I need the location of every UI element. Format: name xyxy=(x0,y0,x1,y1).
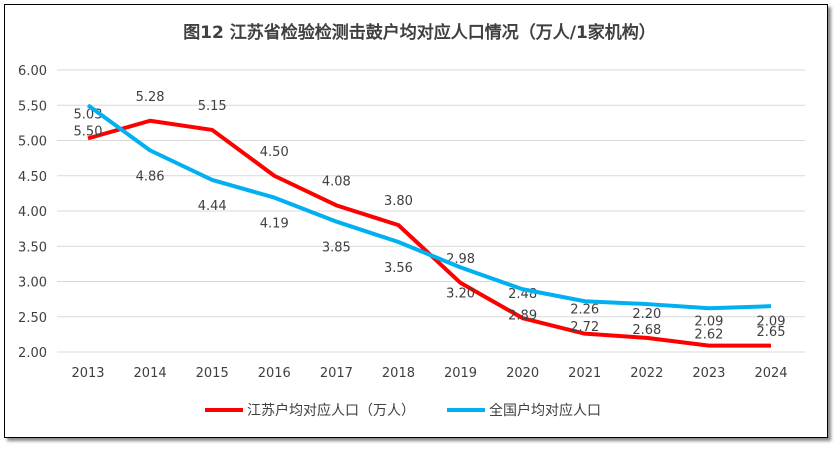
legend-label: 全国户均对应人口 xyxy=(489,402,601,419)
y-tick-label: 5.50 xyxy=(18,99,47,114)
data-label: 5.28 xyxy=(136,90,165,105)
legend-label: 江苏户均对应人口（万人） xyxy=(247,402,415,419)
data-label: 4.86 xyxy=(136,169,165,184)
y-tick-label: 3.50 xyxy=(18,240,47,255)
x-tick-label: 2020 xyxy=(506,366,539,381)
x-tick-label: 2021 xyxy=(568,366,601,381)
chart-frame xyxy=(4,4,828,438)
y-tick-label: 2.00 xyxy=(18,346,47,361)
y-tick-label: 4.00 xyxy=(18,205,47,220)
x-tick-label: 2015 xyxy=(196,366,229,381)
data-label: 4.44 xyxy=(198,199,227,214)
data-label: 2.65 xyxy=(757,325,786,340)
series-line-1 xyxy=(87,118,771,348)
data-label: 4.19 xyxy=(260,217,289,232)
x-tick-label: 2023 xyxy=(692,366,725,381)
y-tick-label: 6.00 xyxy=(18,64,47,79)
x-tick-label: 2014 xyxy=(134,366,167,381)
data-label: 3.20 xyxy=(446,286,475,301)
x-tick-label: 2024 xyxy=(754,366,787,381)
x-tick-label: 2019 xyxy=(444,366,477,381)
data-label: 2.68 xyxy=(632,323,661,338)
x-tick-label: 2016 xyxy=(258,366,291,381)
data-label: 4.08 xyxy=(322,174,351,189)
data-label: 2.20 xyxy=(632,307,661,322)
x-tick-label: 2017 xyxy=(320,366,353,381)
data-label: 2.09 xyxy=(757,315,786,330)
series-line-2 xyxy=(86,103,772,311)
data-label: 3.56 xyxy=(384,261,413,276)
data-label: 5.50 xyxy=(74,124,103,139)
data-label: 2.26 xyxy=(570,303,599,318)
x-tick-label: 2013 xyxy=(71,366,104,381)
y-tick-label: 4.50 xyxy=(18,170,47,185)
x-tick-label: 2022 xyxy=(630,366,663,381)
data-label: 2.89 xyxy=(508,308,537,323)
data-label: 2.72 xyxy=(570,320,599,335)
chart-title: 图12 江苏省检验检测击鼓户均对应人口情况（万人/1家机构） xyxy=(183,23,656,43)
x-tick-label: 2018 xyxy=(382,366,415,381)
data-label: 3.80 xyxy=(384,194,413,209)
data-label: 2.09 xyxy=(694,315,723,330)
y-tick-label: 3.00 xyxy=(18,276,47,291)
data-label: 3.85 xyxy=(322,241,351,256)
data-label: 2.62 xyxy=(694,327,723,342)
y-tick-label: 5.00 xyxy=(18,135,47,150)
data-label: 4.50 xyxy=(260,145,289,160)
y-tick-label: 2.50 xyxy=(18,311,47,326)
data-label: 5.15 xyxy=(198,99,227,114)
